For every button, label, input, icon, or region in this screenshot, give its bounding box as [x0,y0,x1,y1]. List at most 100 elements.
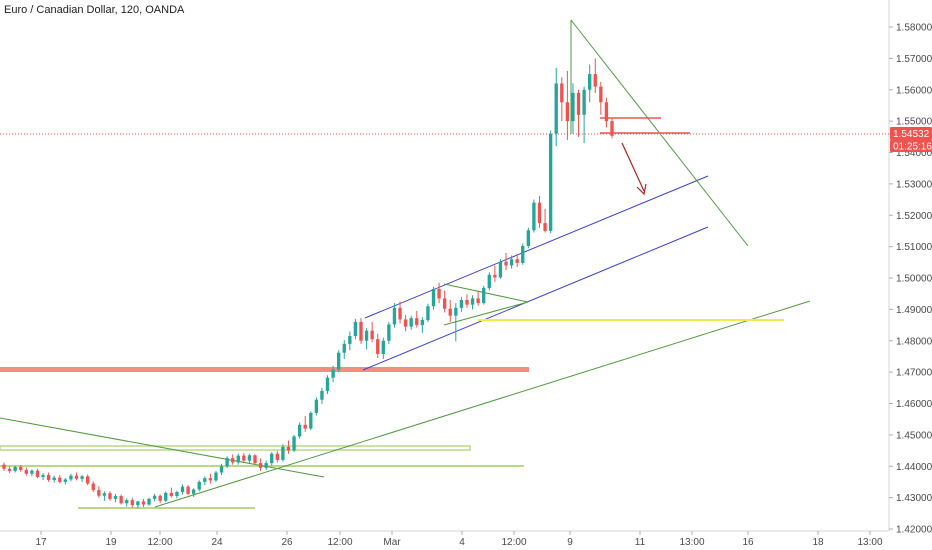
candle-body [225,458,229,467]
candle-body [554,83,558,134]
candle-body [526,230,531,246]
candle-body [24,470,28,474]
candle-body [85,476,90,484]
candle-body [203,478,207,482]
resistance-zone [0,367,529,372]
candle-body [219,466,224,473]
candles-layer [2,58,614,509]
candle-body [599,86,603,103]
candle-body [130,500,134,506]
candle-body [309,412,313,429]
candle-body [169,492,174,497]
candle-body [141,501,146,505]
candle-body [74,475,79,479]
y-tick-label: 1.50000 [896,274,932,285]
candle-body [437,288,441,299]
chart-title: Euro / Canadian Dollar, 120, OANDA [4,4,185,16]
x-tick-label: 13:00 [857,537,882,548]
candle-body [119,496,123,504]
candle-body [63,479,68,482]
candle-body [264,463,268,468]
candle-body [381,340,385,354]
candle-body [320,390,324,400]
candle-body [331,369,335,378]
y-tick-label: 1.48000 [896,336,932,347]
candle-body [180,486,185,492]
candle-body [560,83,564,103]
candle-body [303,424,307,429]
candle-body [175,491,179,497]
candle-body [35,470,40,477]
x-tick-label: 19 [105,537,117,548]
candle-body [281,446,285,460]
candle-body [297,424,302,437]
candle-body [442,298,447,309]
candle-body [314,399,319,413]
candle-body [493,274,497,278]
candle-body [102,493,107,496]
y-tick-label: 1.55000 [896,117,932,128]
candle-body [426,306,430,321]
candle-body [448,308,452,316]
candle-body [476,298,480,304]
candle-body [515,259,519,263]
candle-body [415,318,419,326]
y-tick-label: 1.46000 [896,399,932,410]
candle-body [565,102,570,122]
drawings-layer [0,19,889,509]
x-tick-label: 9 [567,537,573,548]
candle-body [231,458,235,463]
candle-body [7,468,12,471]
candle-body [253,455,257,464]
candle-body [403,319,408,327]
y-tick-label: 1.43000 [896,493,932,504]
candle-body [454,307,458,316]
candle-body [537,202,542,224]
candle-body [247,455,252,461]
candle-body [370,330,374,340]
candle-body [431,288,436,307]
candle-body [286,446,291,451]
candle-body [236,455,240,463]
candle-body [52,477,56,481]
candle-body [108,493,112,499]
candle-body [348,336,352,344]
x-tick-label: 26 [281,537,293,548]
candle-body [242,455,246,461]
y-tick-label: 1.54000 [896,148,932,159]
y-tick-label: 1.45000 [896,430,932,441]
countdown-tag [890,140,932,152]
overlay-layer: 1.54532 01:25:16 [621,127,932,196]
candle-body [604,102,609,122]
candle-body [337,352,341,370]
candle-body [41,475,45,477]
channel-lower-line [362,226,709,371]
candle-body [2,464,6,469]
candle-body [113,496,118,499]
candle-body [292,436,296,451]
candle-body [487,274,491,289]
candle-body [593,74,597,87]
x-tick-label: 16 [742,537,754,548]
candle-body [58,477,62,482]
candle-body [147,498,151,505]
candle-body [152,495,157,499]
candle-body [197,481,201,490]
x-tick-label: 18 [812,537,824,548]
candle-body [359,321,363,341]
x-tick-label: 12:00 [501,537,526,548]
candle-body [164,492,168,501]
countdown-label: 01:25:16 [893,142,932,153]
candle-body [498,261,503,278]
downtrend-line [0,417,325,478]
x-tick-label: 13:00 [679,537,704,548]
candle-body [97,490,101,496]
candle-body [125,500,129,504]
candle-body [420,320,425,326]
candle-body [504,261,508,266]
y-tick-label: 1.51000 [896,242,932,253]
arrow-shaft [621,142,645,192]
y-tick-label: 1.57000 [896,54,932,65]
x-tick-label: 4 [459,537,465,548]
